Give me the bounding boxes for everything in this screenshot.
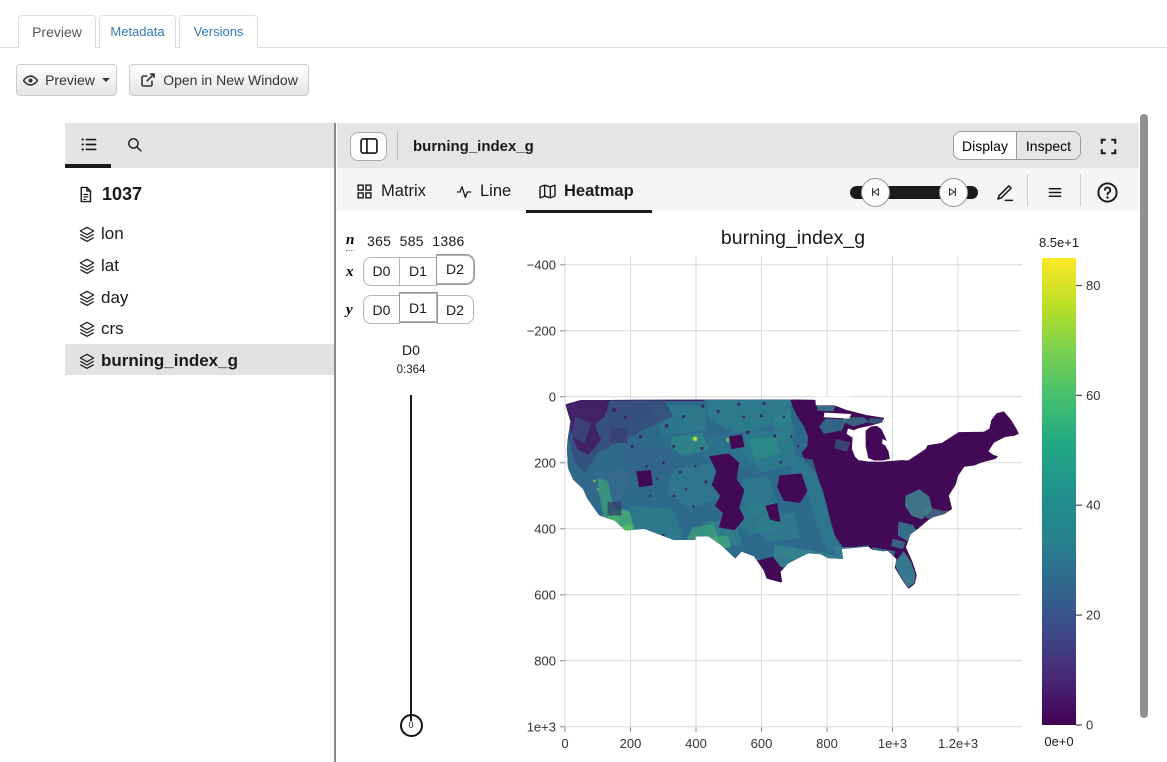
svg-text:40: 40 bbox=[1086, 498, 1100, 513]
svg-text:1.2e+3: 1.2e+3 bbox=[938, 736, 978, 751]
svg-text:0e+0: 0e+0 bbox=[1044, 734, 1073, 749]
svg-text:burning_index_g: burning_index_g bbox=[721, 227, 865, 249]
svg-text:600: 600 bbox=[534, 587, 556, 602]
svg-text:80: 80 bbox=[1086, 278, 1100, 293]
svg-text:0: 0 bbox=[561, 736, 568, 751]
svg-text:0: 0 bbox=[549, 389, 556, 404]
svg-text:0: 0 bbox=[1086, 718, 1093, 733]
svg-text:60: 60 bbox=[1086, 388, 1100, 403]
svg-text:400: 400 bbox=[685, 736, 707, 751]
svg-text:20: 20 bbox=[1086, 608, 1100, 623]
svg-text:−200: −200 bbox=[527, 323, 556, 338]
svg-text:1e+3: 1e+3 bbox=[527, 719, 556, 734]
svg-text:8.5e+1: 8.5e+1 bbox=[1039, 235, 1079, 250]
svg-text:200: 200 bbox=[534, 455, 556, 470]
svg-text:800: 800 bbox=[816, 736, 838, 751]
svg-text:−400: −400 bbox=[527, 257, 556, 272]
svg-text:800: 800 bbox=[534, 653, 556, 668]
svg-text:1e+3: 1e+3 bbox=[878, 736, 907, 751]
svg-text:600: 600 bbox=[751, 736, 773, 751]
svg-text:400: 400 bbox=[534, 521, 556, 536]
svg-text:200: 200 bbox=[620, 736, 642, 751]
